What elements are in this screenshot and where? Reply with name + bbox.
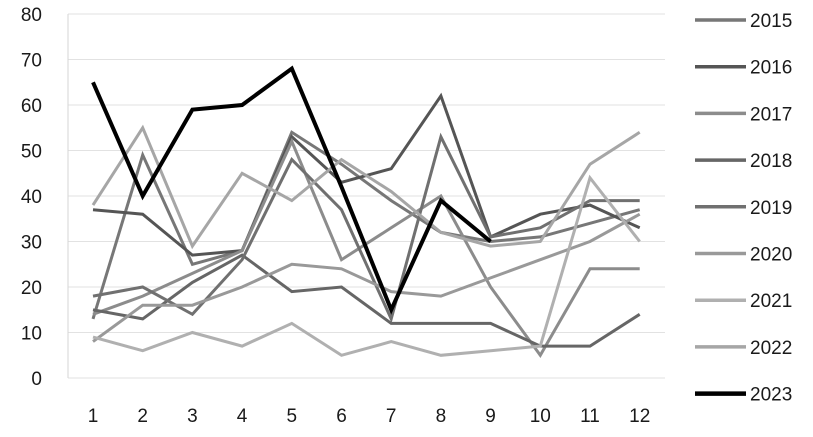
y-tick-label: 40 (21, 187, 42, 208)
legend-item-2021: 2021 (695, 291, 792, 312)
x-tick-label: 8 (436, 406, 447, 427)
legend-label: 2022 (750, 338, 792, 359)
x-tick-label: 11 (580, 406, 600, 427)
legend-item-2023: 2023 (695, 385, 792, 406)
legend: 2015 2016 2017 2018 2019 2020 2021 2022 2023 (695, 11, 792, 406)
legend-item-2022: 2022 (695, 338, 792, 359)
legend-label: 2023 (750, 385, 792, 406)
series-lines (93, 69, 640, 356)
legend-item-2019: 2019 (695, 198, 792, 219)
y-tick-label: 80 (21, 5, 42, 26)
y-tick-label: 20 (21, 278, 42, 299)
y-tick-label: 30 (21, 233, 42, 254)
legend-label: 2015 (750, 11, 792, 32)
x-tick-label: 6 (336, 406, 347, 427)
x-tick-label: 4 (237, 406, 248, 427)
legend-label: 2016 (750, 58, 792, 79)
legend-label: 2021 (750, 291, 792, 312)
gridlines (68, 14, 665, 378)
legend-item-2016: 2016 (695, 58, 792, 79)
legend-label: 2018 (750, 151, 792, 172)
x-tick-label: 1 (88, 406, 99, 427)
x-tick-label: 7 (386, 406, 397, 427)
x-tick-label: 2 (137, 406, 148, 427)
legend-item-2017: 2017 (695, 104, 792, 125)
y-tick-label: 10 (21, 324, 42, 345)
legend-label: 2019 (750, 198, 792, 219)
x-tick-label: 12 (629, 406, 650, 427)
legend-item-2018: 2018 (695, 151, 792, 172)
y-tick-label: 70 (21, 51, 42, 72)
y-tick-label: 60 (21, 96, 42, 117)
x-tick-label: 5 (287, 406, 298, 427)
legend-label: 2020 (750, 245, 792, 266)
legend-item-2020: 2020 (695, 245, 792, 266)
y-tick-label: 0 (31, 369, 42, 390)
legend-label: 2017 (750, 104, 792, 125)
y-tick-label: 50 (21, 142, 42, 163)
legend-item-2015: 2015 (695, 11, 792, 32)
x-tick-label: 9 (485, 406, 496, 427)
x-tick-label: 10 (530, 406, 551, 427)
x-tick-label: 3 (187, 406, 198, 427)
